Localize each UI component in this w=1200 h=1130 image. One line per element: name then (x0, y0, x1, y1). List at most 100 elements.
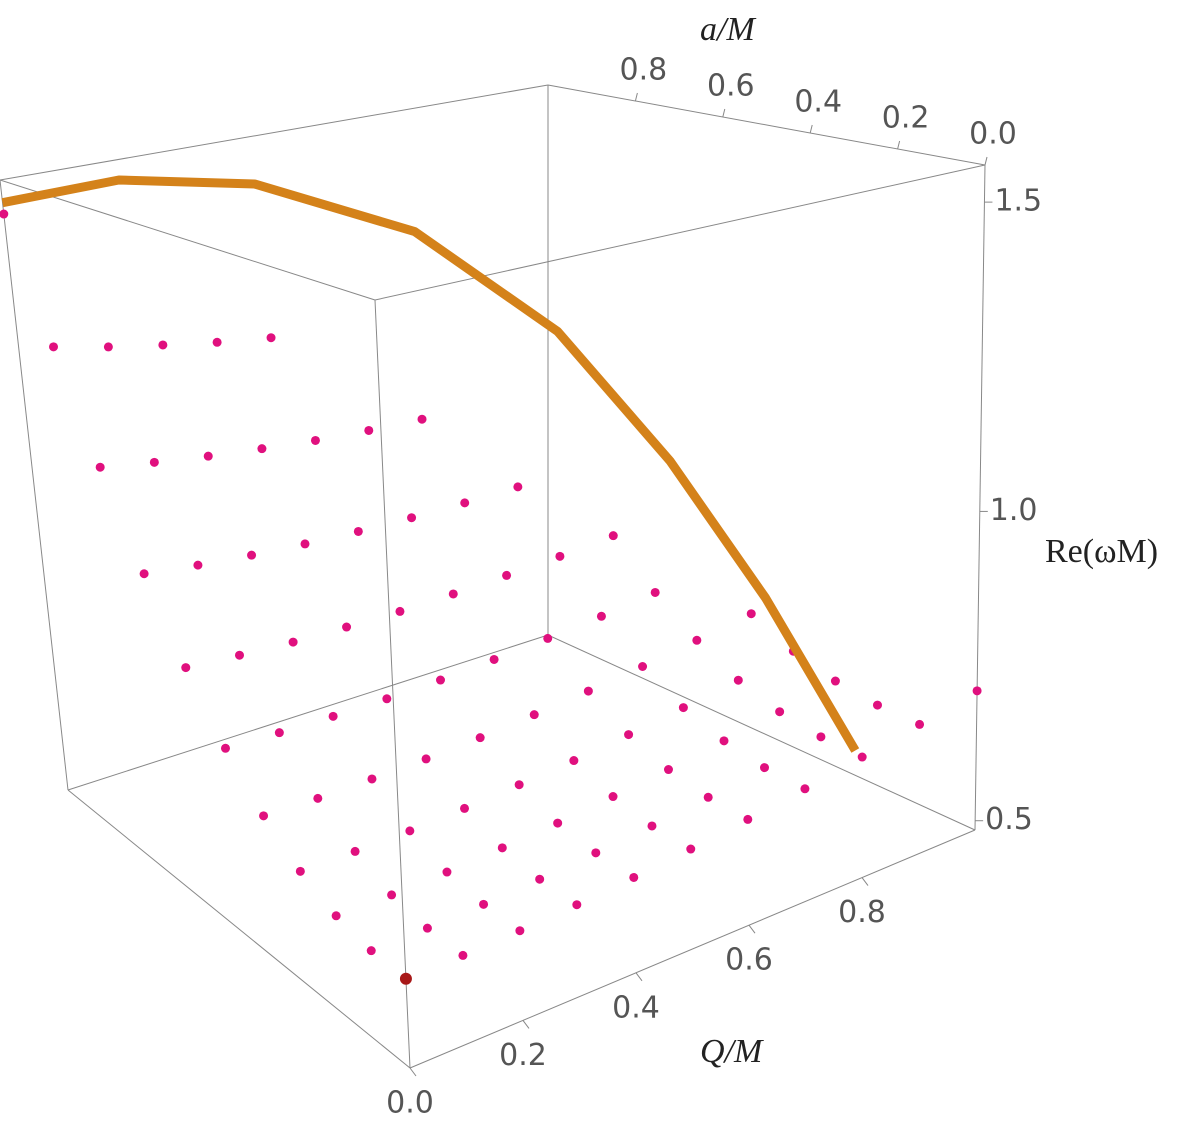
curve-line (1, 175, 860, 753)
surface-point (0, 209, 9, 219)
z-tick-label: 1.0 (990, 493, 1038, 528)
surface-point (857, 752, 867, 762)
x-axis-label: Q/M (700, 1033, 764, 1070)
box-edge (67, 634, 549, 791)
surface-point (407, 513, 417, 523)
surface-point (686, 844, 696, 854)
x-tick-label: 0.2 (499, 1038, 547, 1073)
y-tick (722, 108, 726, 118)
surface-point (149, 457, 159, 467)
surface-point (553, 818, 563, 828)
surface-point (514, 780, 524, 790)
surface-points (0, 209, 982, 985)
surface-point (743, 814, 753, 824)
surface-point (417, 414, 427, 424)
surface-point (247, 550, 257, 560)
surface-point (800, 784, 810, 794)
surface-point (972, 686, 982, 696)
box-edge (374, 299, 411, 1069)
surface-point (353, 526, 363, 536)
surface-point (608, 531, 618, 541)
surface-point (435, 675, 445, 685)
box-edge (67, 789, 411, 1069)
surface-point (266, 333, 276, 343)
z-tick-label: 1.5 (994, 184, 1042, 219)
surface-point (629, 872, 639, 882)
surface-point (158, 340, 168, 350)
surface-point (387, 890, 397, 900)
surface-point (513, 482, 523, 492)
y-tick (809, 124, 813, 134)
surface-point (220, 743, 230, 753)
x-tick (522, 1020, 530, 1029)
x-tick (748, 924, 756, 934)
surface-point (647, 821, 657, 831)
y-tick (897, 140, 901, 150)
surface-point (719, 736, 729, 746)
surface-point (624, 730, 634, 740)
y-tick (634, 92, 638, 102)
x-tick-label: 0.8 (838, 895, 886, 930)
surface-point (95, 462, 105, 472)
ticks: 0.0 0.2 0.4 0.6 0.8 0.0 0.2 0.4 0.6 0.8 0.5 1.0 1.5 (386, 53, 1042, 1121)
box-edge (974, 164, 986, 831)
y-axis-label: a/M (700, 11, 756, 48)
surface-point (328, 711, 338, 721)
surface-point (489, 654, 499, 664)
surface-point (399, 972, 412, 985)
y-tick-label: 0.2 (882, 101, 930, 136)
surface-point (915, 719, 925, 729)
surface-point (608, 792, 618, 802)
surface-point (49, 342, 59, 352)
x-tick-label: 0.0 (386, 1086, 434, 1121)
surface-point (678, 703, 688, 713)
surface-point (535, 874, 545, 884)
box-edge (0, 179, 69, 791)
surface-point (872, 700, 882, 710)
box-edge (0, 84, 549, 181)
surface-point (421, 754, 431, 764)
surface-point (460, 803, 470, 813)
box-edge (409, 829, 976, 1069)
surface-point (458, 950, 468, 960)
z-axis-label: Re(ωM) (1045, 533, 1158, 570)
z-tick-label: 0.5 (985, 802, 1033, 837)
axes-box (0, 84, 986, 1069)
x-tick (409, 1067, 417, 1077)
surface-point (313, 793, 323, 803)
surface-point (650, 587, 660, 597)
surface-point (596, 611, 606, 621)
surface-point (583, 686, 593, 696)
surface-point (816, 732, 826, 742)
surface-point (364, 425, 374, 435)
surface-point (288, 637, 298, 647)
y-tick-label: 0.8 (620, 53, 668, 88)
surface-point (572, 900, 582, 910)
surface-point (422, 923, 432, 933)
surface-point (395, 606, 405, 616)
surface-point (295, 866, 305, 876)
surface-point (460, 498, 470, 508)
surface-point (259, 811, 269, 821)
surface-point (475, 733, 485, 743)
surface-point (775, 707, 785, 717)
surface-point (234, 650, 244, 660)
surface-point (591, 848, 601, 858)
surface-point (257, 444, 267, 454)
box-edge (547, 634, 976, 831)
surface-point (382, 694, 392, 704)
surface-point (733, 675, 743, 685)
surface-point (212, 337, 222, 347)
surface-point (448, 589, 458, 599)
surface-point (367, 774, 377, 784)
surface-point (405, 826, 415, 836)
y-tick-label: 0.0 (969, 117, 1017, 152)
surface-point (569, 756, 579, 766)
box-edge (374, 164, 986, 301)
y-tick-label: 0.4 (794, 85, 842, 120)
surface-point (543, 633, 553, 643)
surface-point (274, 728, 284, 738)
box-edge (0, 179, 376, 301)
surface-point (703, 792, 713, 802)
surface-point (193, 560, 203, 570)
